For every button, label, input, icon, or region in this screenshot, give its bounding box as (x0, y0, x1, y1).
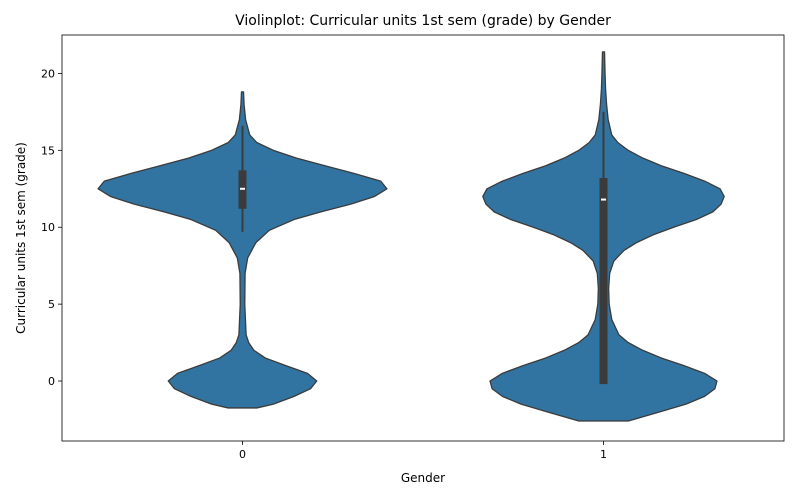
violin-iqr-box-1 (599, 178, 608, 385)
plot-frame (61, 34, 785, 442)
y-axis: 0 5 10 15 20 (41, 67, 62, 388)
x-axis-label: Gender (401, 471, 445, 485)
y-tick-label: 10 (41, 221, 55, 234)
x-tick-label: 0 (239, 448, 246, 461)
y-tick-label: 20 (41, 67, 55, 80)
y-tick-label: 15 (41, 144, 55, 157)
y-tick-label: 5 (48, 298, 55, 311)
plot-area (97, 51, 725, 422)
violin-body-0 (97, 91, 388, 409)
chart-title: Violinplot: Curricular units 1st sem (gr… (235, 13, 611, 29)
y-axis-label: Curricular units 1st sem (grade) (14, 142, 28, 334)
y-tick-label: 0 (48, 375, 55, 388)
x-tick-label: 1 (600, 448, 607, 461)
